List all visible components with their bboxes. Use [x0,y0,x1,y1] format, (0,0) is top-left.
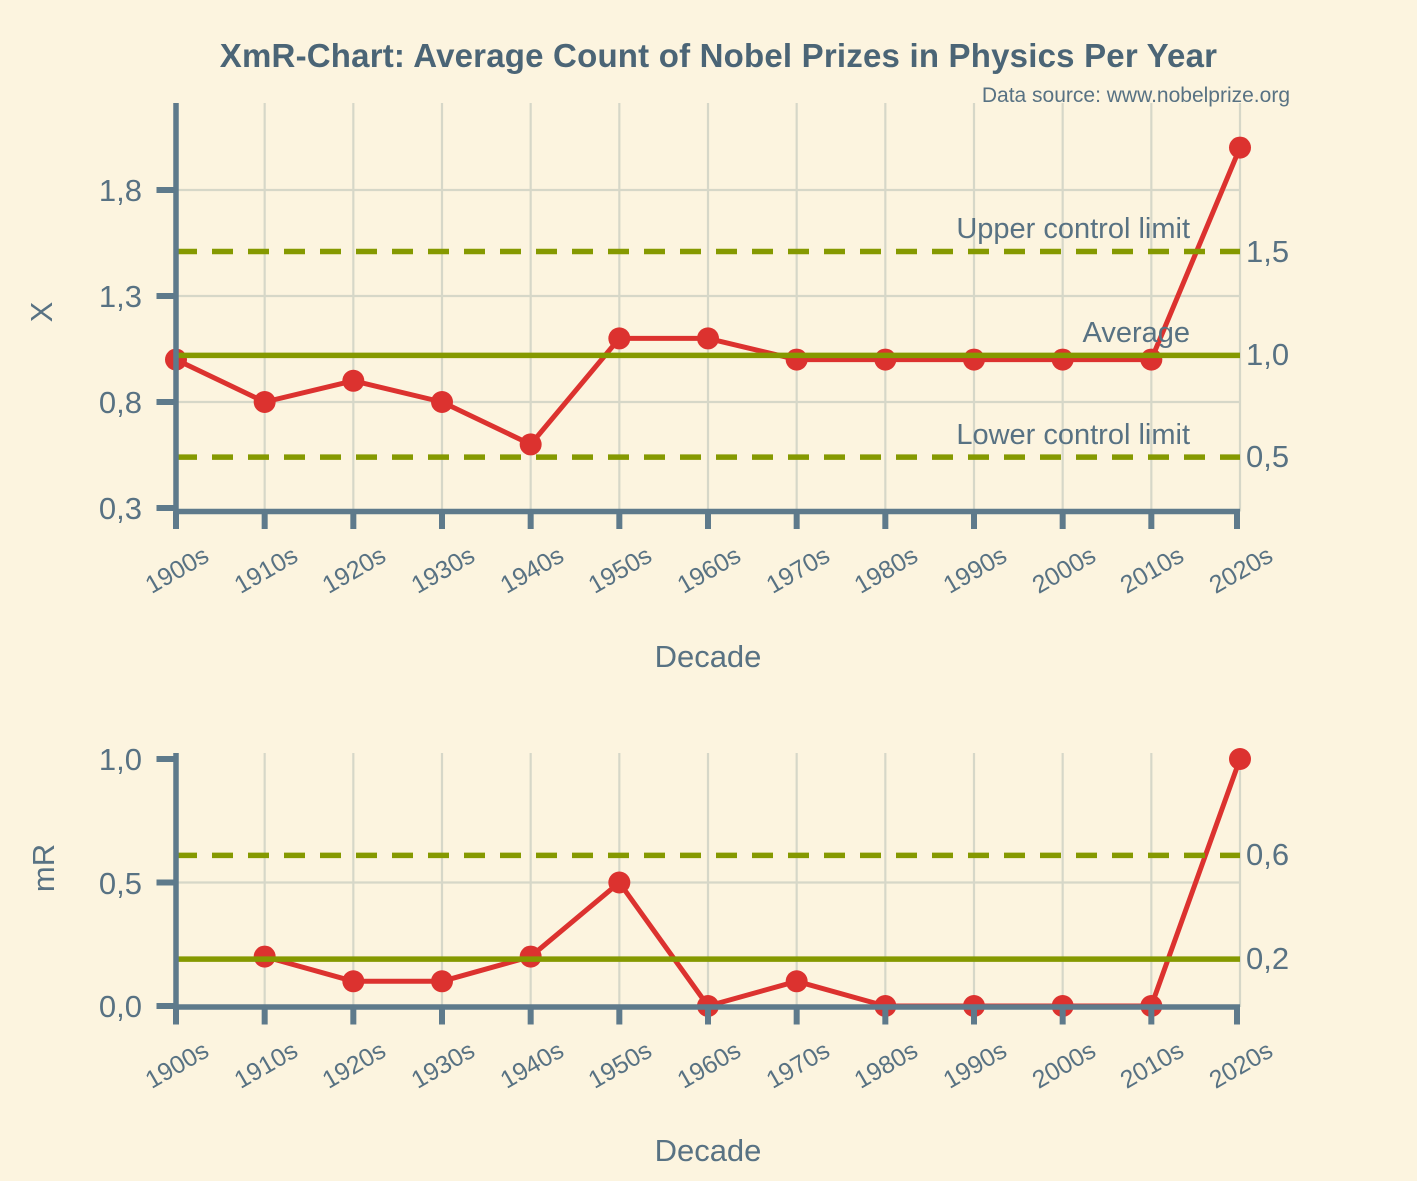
data-point [1051,348,1074,371]
mr-chart-gridlines [174,753,1242,1007]
upper-control-limit-label: Upper control limit [956,213,1190,245]
x-tick-mark [350,1007,357,1025]
y-tick-mark [156,1003,174,1009]
page-title: XmR-Chart: Average Count of Nobel Prizes… [219,37,1218,74]
x-tick-mark [793,1007,800,1025]
mr-chart-axes [156,753,1240,1025]
mr-chart-x-axis-title: Decade [654,1133,762,1168]
mr-chart-y-tick-label: 0,5 [98,865,142,901]
x-chart-x-axis-title: Decade [654,639,762,674]
y-tick-mark [156,187,174,193]
x-tick-mark [1059,1007,1066,1025]
y-tick-mark [156,879,174,886]
data-point [342,970,365,993]
x-tick-mark [1234,1007,1240,1025]
x-tick-mark [439,1007,445,1025]
data-point [1229,748,1251,770]
data-point [608,327,631,350]
data-point [253,391,276,413]
x-tick-mark [971,1007,977,1025]
data-point [785,348,808,371]
x-chart-gridlines [174,103,1242,512]
data-point [1229,136,1251,159]
y-tick-mark [156,505,174,511]
x-tick-mark [616,1007,623,1025]
x-tick-mark [1059,511,1066,529]
x-tick-mark [793,511,800,529]
x-chart-y-tick-label: 1,8 [98,173,142,208]
x-tick-mark [350,511,357,529]
mr-chart-average-value: 0,2 [1246,941,1290,976]
y-tick-mark [156,399,174,405]
y-tick-mark [156,756,174,762]
x-tick-mark [173,1007,179,1025]
y-tick-mark [156,293,174,299]
x-tick-mark [527,511,534,529]
data-source-note: Data source: www.nobelprize.org [981,84,1290,107]
x-tick-mark [882,1007,889,1025]
x-tick-mark [1148,511,1155,529]
x-tick-mark [705,1007,711,1025]
x-tick-mark [882,511,889,529]
x-tick-mark [439,511,445,529]
x-tick-mark [616,511,623,529]
x-tick-mark [261,511,268,529]
x-chart-lcl-value: 0,5 [1246,439,1290,474]
data-point [785,970,808,993]
mr-chart-y-tick-label: 1,0 [98,742,142,777]
x-tick-mark [705,511,711,529]
data-point [519,433,542,456]
data-point [608,871,631,894]
x-chart-y-tick-label: 0,3 [98,491,142,526]
y-axis-spine [173,753,179,1007]
x-tick-mark [1234,511,1240,529]
data-point [697,327,719,350]
x-tick-mark [527,1007,534,1025]
x-chart-series [165,136,1251,456]
y-axis-spine [173,103,179,512]
x-chart-y-tick-label: 1,3 [98,279,142,314]
x-tick-mark [971,511,977,529]
x-tick-mark [1148,1007,1155,1025]
average-label: Average [1082,317,1191,349]
lower-control-limit-label: Lower control limit [956,419,1190,451]
x-tick-mark [173,511,179,529]
x-chart-average-value: 1,0 [1246,337,1290,372]
data-point [431,391,453,413]
x-chart-ucl-value: 1,5 [1246,234,1290,269]
mr-chart-ucl-value: 0,6 [1246,837,1290,872]
data-point [431,970,453,993]
mr-chart-y-tick-label: 0,0 [98,989,142,1024]
data-point [1140,348,1163,371]
x-chart-control-lines [176,248,1240,460]
x-chart-y-tick-label: 0,8 [98,385,142,420]
x-tick-mark [261,1007,268,1025]
data-point [342,369,365,392]
mr-chart-control-lines [176,852,1240,962]
x-chart-axes [156,103,1240,529]
data-point [963,348,985,371]
data-point [874,348,897,371]
